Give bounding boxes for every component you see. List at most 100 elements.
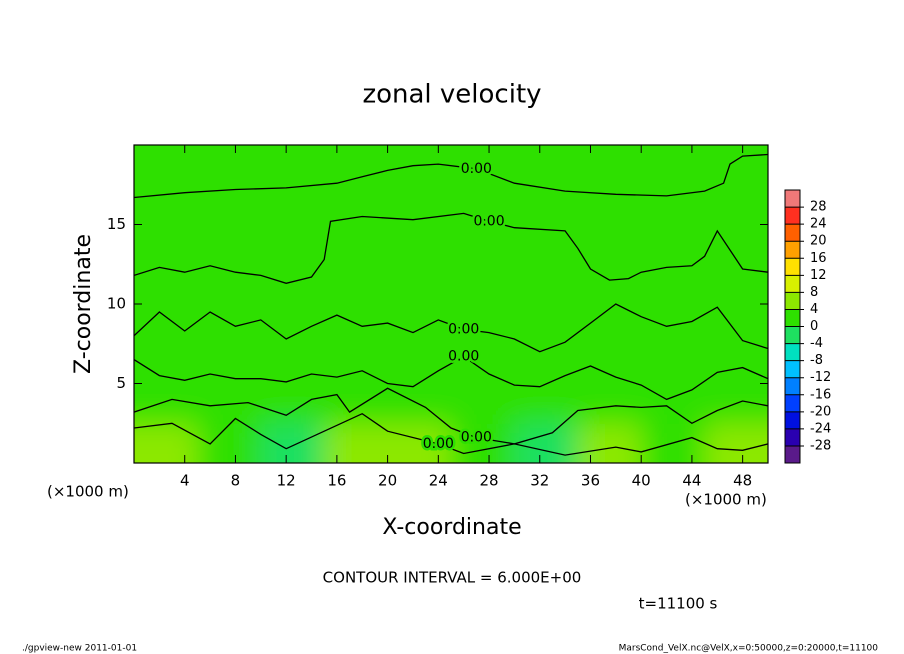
colorbar-box: [785, 292, 800, 310]
colorbar-label: -20: [810, 404, 831, 419]
colorbar-label: -28: [810, 438, 831, 453]
field-cell: [134, 383, 198, 424]
field-cell: [641, 304, 706, 345]
field-cell: [387, 304, 452, 345]
field-cell: [641, 343, 706, 384]
field-cell: [577, 264, 642, 305]
field-cell: [197, 224, 262, 265]
field-cell: [260, 264, 325, 305]
field-cell: [451, 184, 515, 225]
field-cell: [451, 383, 515, 424]
field-cell: [260, 423, 325, 463]
field-cell: [514, 383, 579, 424]
contour-interval: CONTOUR INTERVAL = 6.000E+00: [323, 569, 582, 587]
field-cell: [577, 304, 642, 345]
footer-right: MarsCond_VelX.nc@VelX,x=0:50000,z=0:2000…: [619, 644, 879, 654]
x-axis-label: X-coordinate: [382, 515, 521, 540]
field-cell: [514, 224, 579, 265]
field-cell: [641, 383, 706, 424]
field-cell: [324, 145, 389, 186]
x-tick-label: 4: [180, 472, 190, 490]
chart-title: zonal velocity: [362, 80, 541, 110]
field-cell: [324, 343, 389, 384]
field-cell: [260, 145, 325, 186]
colorbar-box: [785, 343, 800, 361]
colorbar-box: [785, 207, 800, 225]
colorbar-label: 4: [810, 302, 818, 317]
colorbar-box: [785, 224, 800, 242]
field-cell: [134, 304, 198, 345]
contour-line: [134, 355, 768, 401]
x-unit: (×1000 m): [685, 491, 767, 509]
colorbar-label: -12: [810, 370, 831, 385]
field-cell: [134, 423, 198, 463]
field-cell: [641, 224, 706, 265]
contour-line: [134, 412, 768, 456]
field-cell: [451, 343, 515, 384]
colorbar-box: [785, 309, 800, 327]
colorbar-label: 16: [810, 251, 827, 266]
x-tick-label: 48: [733, 472, 752, 490]
field-cell: [197, 304, 262, 345]
colorbar-label: 8: [810, 285, 818, 300]
contours: 0.00 0.00 0.00 0.00 0.00 0.00: [134, 153, 768, 456]
colorbar-box: [785, 241, 800, 259]
colorbar-label: -24: [810, 421, 831, 436]
contour-line: [134, 303, 768, 353]
contour-line: [134, 212, 768, 284]
x-tick-label: 8: [231, 472, 241, 490]
colorbar-label: 28: [810, 200, 827, 215]
x-tick-label: 28: [479, 472, 498, 490]
field-cell: [324, 224, 389, 265]
field-cell: [387, 343, 452, 384]
field-cell: [451, 224, 515, 265]
field-cell: [134, 184, 198, 225]
colorbar-label: -4: [810, 336, 823, 351]
field-cell: [260, 383, 325, 424]
field-cell: [641, 184, 706, 225]
y-tick-label: 10: [107, 295, 126, 313]
field-cell: [387, 264, 452, 305]
contour-label: 0.00: [448, 321, 479, 337]
colorbar-box: [785, 275, 800, 293]
field-cell: [704, 383, 768, 424]
contour-label: 0.00: [423, 436, 454, 452]
colorbar-box: [785, 445, 800, 463]
field-cell: [577, 343, 642, 384]
field-cell: [324, 423, 389, 463]
colorbar-label: 24: [810, 217, 827, 232]
field-cell: [197, 145, 262, 186]
colorbar-label: -16: [810, 387, 831, 402]
y-tick-label: 5: [116, 374, 126, 392]
field-cell: [387, 145, 452, 186]
colorbar-box: [785, 190, 800, 208]
field-cell: [134, 145, 198, 186]
field-cell: [577, 184, 642, 225]
field-cell: [387, 423, 452, 463]
field-cell: [704, 224, 768, 265]
contour-label: 0.00: [448, 348, 479, 364]
x-tick-label: 44: [682, 472, 701, 490]
field-cell: [641, 264, 706, 305]
field-cell: [324, 184, 389, 225]
colorbar-box: [785, 394, 800, 412]
time-label: t=11100 s: [639, 595, 718, 613]
field-cell: [134, 224, 198, 265]
field-cell: [451, 145, 515, 186]
footer-left: ./gpview-new 2011-01-01: [22, 644, 137, 654]
field-cell: [577, 224, 642, 265]
colorbar-box: [785, 377, 800, 395]
field-cell: [514, 304, 579, 345]
field-cell: [514, 343, 579, 384]
x-tick-label: 32: [530, 472, 549, 490]
field-cell: [197, 423, 262, 463]
field-cell: [514, 264, 579, 305]
x-tick-label: 40: [632, 472, 651, 490]
contour-label: 0.00: [473, 213, 504, 229]
colorbar-label: 0: [810, 319, 818, 334]
field-cell: [324, 383, 389, 424]
field-cell: [260, 224, 325, 265]
y-tick-label: 15: [107, 215, 126, 233]
field-cell: [514, 145, 579, 186]
